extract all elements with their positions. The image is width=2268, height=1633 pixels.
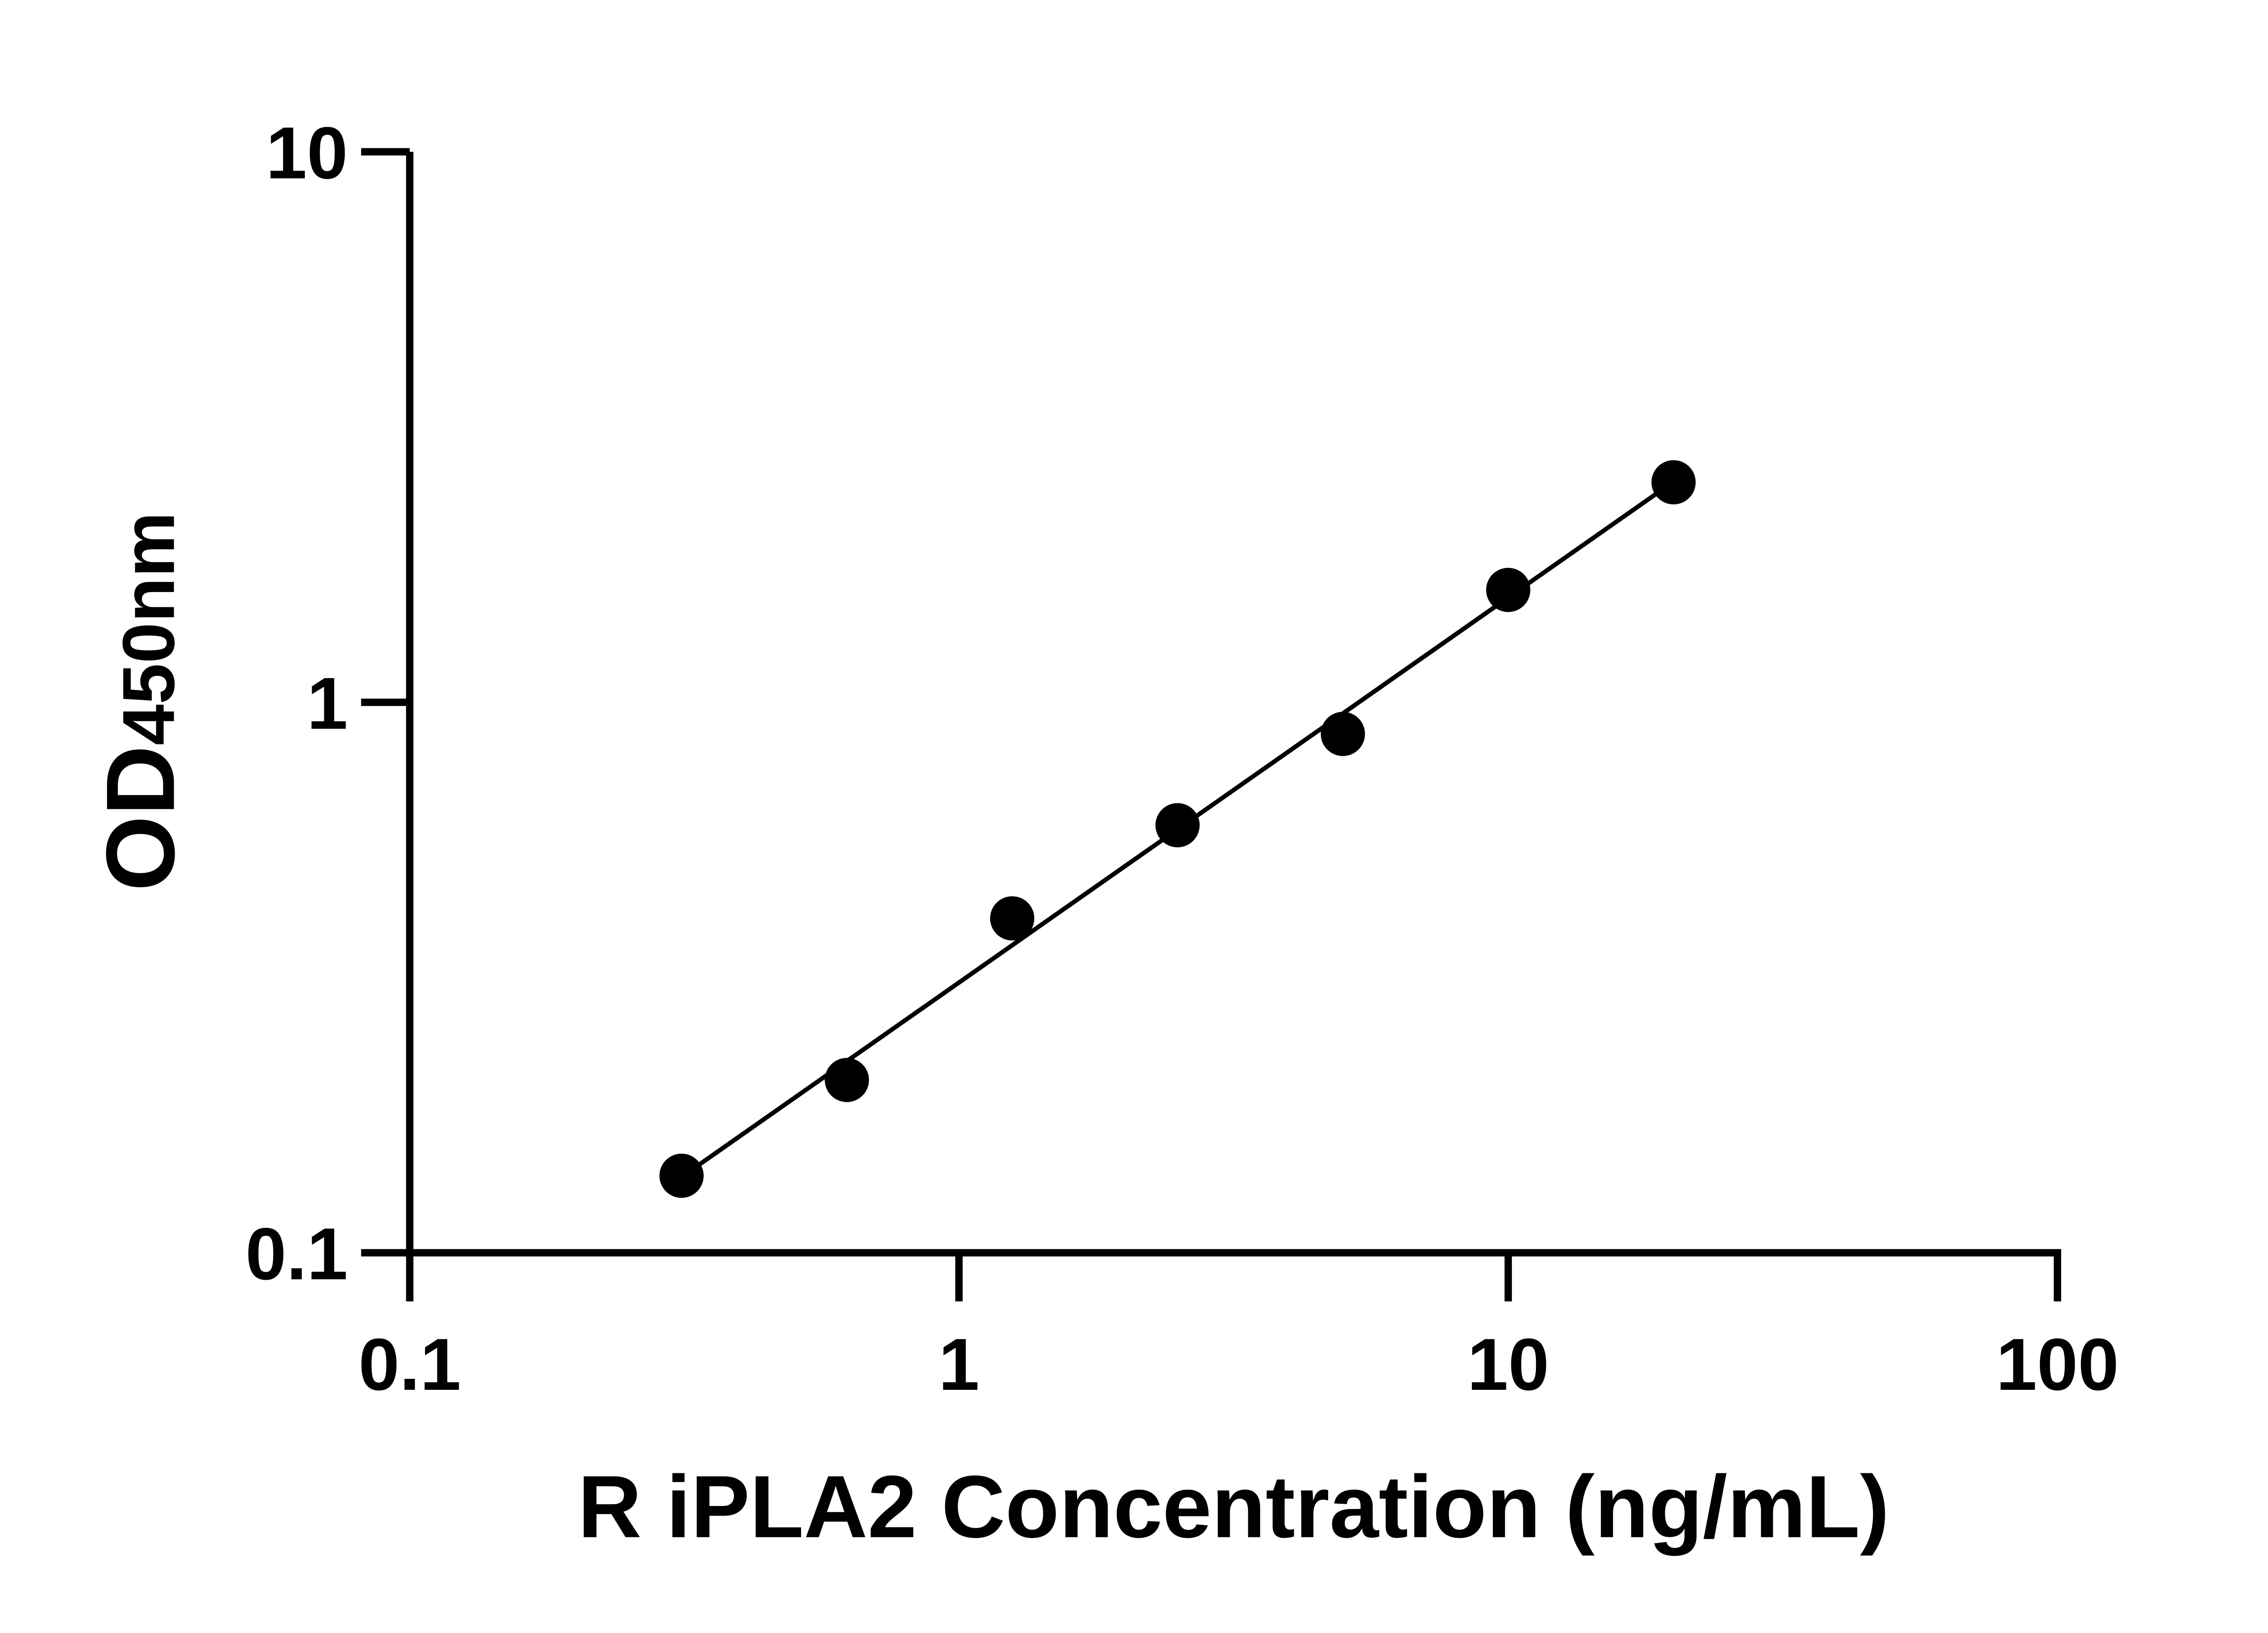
data-point	[1320, 712, 1365, 756]
y-axis-label: OD450nm	[86, 512, 195, 891]
y-axis-label-sub: 450nm	[108, 512, 190, 745]
x-tick-label: 1	[938, 1324, 979, 1406]
data-point	[1486, 567, 1530, 612]
x-axis-label: R iPLA2 Concentration (ng/mL)	[578, 1458, 1890, 1556]
y-axis-label-main: OD	[86, 745, 195, 891]
data-point	[825, 1058, 869, 1102]
y-tick-label: 1	[307, 663, 348, 745]
y-tick-label: 0.1	[245, 1213, 348, 1295]
x-tick-label: 0.1	[358, 1324, 461, 1406]
y-tick-label: 10	[266, 112, 348, 194]
data-point	[1651, 460, 1696, 504]
axes: 0.1 1 10 100 0.1 1 10	[245, 112, 2119, 1406]
x-tick-label: 100	[1996, 1324, 2119, 1406]
data-point	[1155, 803, 1200, 847]
data-point	[659, 1154, 704, 1198]
data-point	[990, 896, 1035, 941]
x-tick-label: 10	[1467, 1324, 1549, 1406]
data-points	[659, 460, 1696, 1198]
